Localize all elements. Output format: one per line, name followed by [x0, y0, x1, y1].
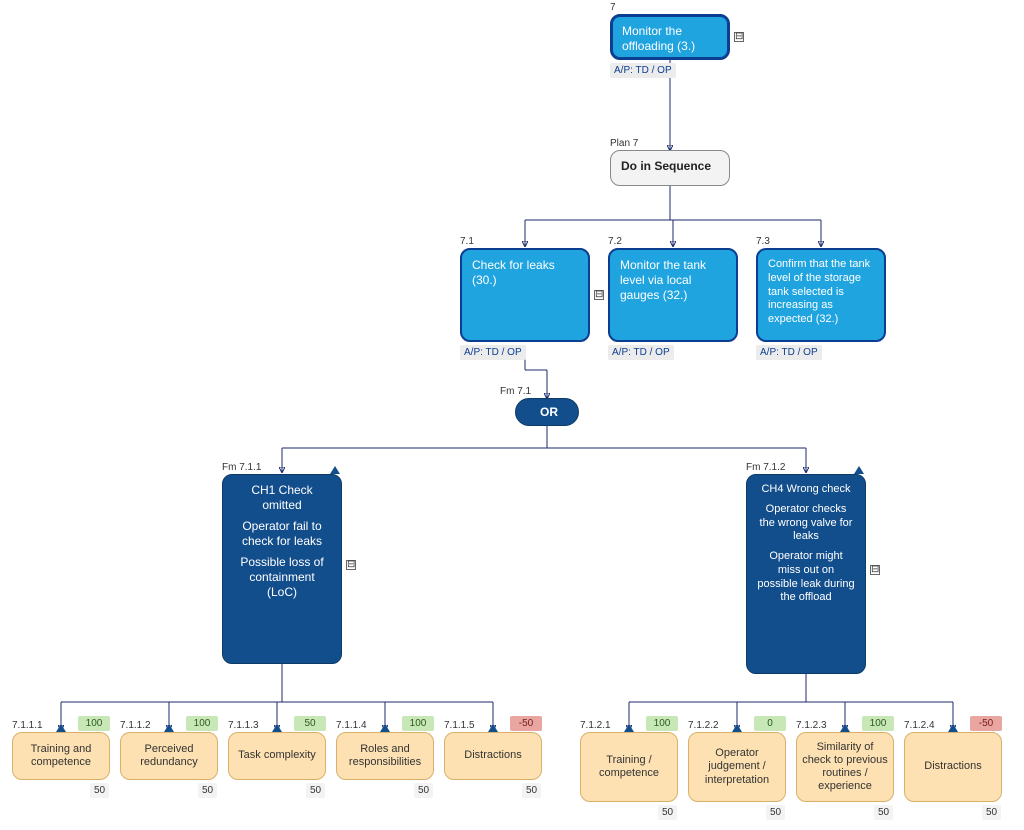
task-title-0: Check for leaks (30.) [472, 258, 555, 287]
leaf-label-L1: 7.1.1.2 [120, 720, 151, 731]
plan-id-label: Plan 7 [610, 138, 638, 149]
failure-label-1: Fm 7.1.2 [746, 462, 785, 473]
leaf-tri-R0 [624, 724, 634, 732]
leaf-tri-L3 [380, 724, 390, 732]
root-tag: A/P: TD / OP [610, 63, 676, 78]
leaf-score-R1: 0 [754, 716, 786, 731]
leaf-title-R0: Training / competence [585, 754, 673, 780]
leaf-label-R2: 7.1.2.3 [796, 720, 827, 731]
leaf-score-L4: -50 [510, 716, 542, 731]
failure-tri-0 [330, 466, 340, 474]
root-node[interactable]: Monitor the offloading (3.) [610, 14, 730, 60]
leaf-score-L3: 100 [402, 716, 434, 731]
leaf-title-L3: Roles and responsibilities [341, 743, 429, 769]
or-label: Fm 7.1 [500, 386, 531, 397]
leaf-label-L3: 7.1.1.4 [336, 720, 367, 731]
task-tag-1: A/P: TD / OP [608, 345, 674, 360]
leaf-tri-L0 [56, 724, 66, 732]
leaf-weight-R2: 50 [874, 805, 893, 820]
failure-0-line-0: CH1 Check omitted [233, 483, 331, 513]
task-node-0[interactable]: Check for leaks (30.) [460, 248, 590, 342]
failure-1-line-2: Operator might miss out on possible leak… [757, 550, 855, 605]
leaf-score-R2: 100 [862, 716, 894, 731]
leaf-title-R2: Similarity of check to previous routines… [801, 741, 889, 794]
task-collapse-0[interactable]: ⊟ [594, 290, 604, 300]
or-node[interactable]: OR [515, 398, 579, 426]
root-id-label: 7 [610, 2, 616, 13]
task-label-1: 7.2 [608, 236, 622, 247]
plan-node[interactable]: Do in Sequence [610, 150, 730, 186]
task-tag-0: A/P: TD / OP [460, 345, 526, 360]
leaf-tri-R2 [840, 724, 850, 732]
leaf-node-L4[interactable]: Distractions [444, 732, 542, 780]
leaf-label-L2: 7.1.1.3 [228, 720, 259, 731]
failure-label-0: Fm 7.1.1 [222, 462, 261, 473]
leaf-node-R2[interactable]: Similarity of check to previous routines… [796, 732, 894, 802]
leaf-title-L1: Perceived redundancy [125, 743, 213, 769]
leaf-weight-L3: 50 [414, 783, 433, 798]
failure-node-1[interactable]: CH4 Wrong check Operator checks the wron… [746, 474, 866, 674]
leaf-tri-L2 [272, 724, 282, 732]
task-label-0: 7.1 [460, 236, 474, 247]
leaf-label-L0: 7.1.1.1 [12, 720, 43, 731]
leaf-title-R3: Distractions [924, 760, 981, 773]
failure-1-line-1: Operator checks the wrong valve for leak… [757, 503, 855, 544]
failure-collapse-1[interactable]: ⊟ [870, 565, 880, 575]
failure-0-line-2: Possible loss of containment (LoC) [233, 555, 331, 600]
leaf-title-L0: Training and competence [17, 743, 105, 769]
leaf-label-L4: 7.1.1.5 [444, 720, 475, 731]
leaf-score-L0: 100 [78, 716, 110, 731]
leaf-score-L1: 100 [186, 716, 218, 731]
leaf-label-R1: 7.1.2.2 [688, 720, 719, 731]
leaf-label-R0: 7.1.2.1 [580, 720, 611, 731]
leaf-score-L2: 50 [294, 716, 326, 731]
leaf-label-R3: 7.1.2.4 [904, 720, 935, 731]
leaf-node-L1[interactable]: Perceived redundancy [120, 732, 218, 780]
leaf-title-L4: Distractions [464, 749, 521, 762]
failure-node-0[interactable]: CH1 Check omitted Operator fail to check… [222, 474, 342, 664]
leaf-weight-L4: 50 [522, 783, 541, 798]
failure-tri-1 [854, 466, 864, 474]
leaf-weight-L2: 50 [306, 783, 325, 798]
leaf-title-R1: Operator judgement / interpretation [693, 747, 781, 787]
task-title-1: Monitor the tank level via local gauges … [620, 258, 706, 302]
leaf-tri-R1 [732, 724, 742, 732]
leaf-node-R1[interactable]: Operator judgement / interpretation [688, 732, 786, 802]
task-label-2: 7.3 [756, 236, 770, 247]
leaf-title-L2: Task complexity [238, 749, 316, 762]
leaf-weight-L1: 50 [198, 783, 217, 798]
leaf-weight-R1: 50 [766, 805, 785, 820]
leaf-node-L3[interactable]: Roles and responsibilities [336, 732, 434, 780]
leaf-weight-R0: 50 [658, 805, 677, 820]
leaf-tri-L4 [488, 724, 498, 732]
leaf-node-R0[interactable]: Training / competence [580, 732, 678, 802]
leaf-node-L0[interactable]: Training and competence [12, 732, 110, 780]
task-tag-2: A/P: TD / OP [756, 345, 822, 360]
task-node-2[interactable]: Confirm that the tank level of the stora… [756, 248, 886, 342]
connectors [0, 0, 1024, 830]
leaf-score-R3: -50 [970, 716, 1002, 731]
task-node-1[interactable]: Monitor the tank level via local gauges … [608, 248, 738, 342]
or-title: OR [540, 405, 558, 419]
leaf-tri-R3 [948, 724, 958, 732]
leaf-weight-L0: 50 [90, 783, 109, 798]
leaf-tri-L1 [164, 724, 174, 732]
failure-collapse-0[interactable]: ⊟ [346, 560, 356, 570]
task-title-2: Confirm that the tank level of the stora… [768, 258, 870, 325]
failure-1-line-0: CH4 Wrong check [757, 483, 855, 497]
leaf-node-L2[interactable]: Task complexity [228, 732, 326, 780]
leaf-score-R0: 100 [646, 716, 678, 731]
root-title: Monitor the offloading (3.) [622, 24, 695, 53]
leaf-weight-R3: 50 [982, 805, 1001, 820]
leaf-node-R3[interactable]: Distractions [904, 732, 1002, 802]
root-collapse-icon[interactable]: ⊟ [734, 32, 744, 42]
plan-title: Do in Sequence [621, 159, 711, 173]
failure-0-line-1: Operator fail to check for leaks [233, 519, 331, 549]
